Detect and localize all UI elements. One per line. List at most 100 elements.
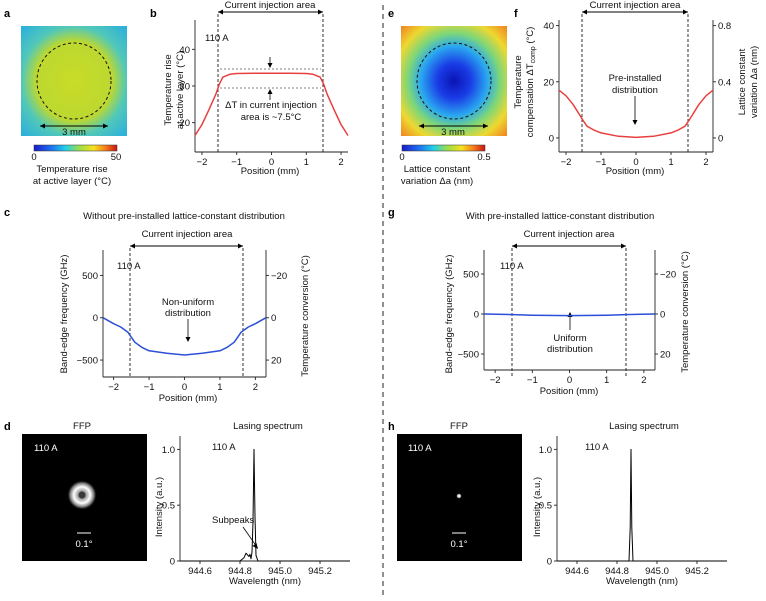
y-tick-label: 1.0 <box>539 445 552 456</box>
spectrum-current: 110 A <box>212 442 236 453</box>
injection-area-outline <box>416 42 492 120</box>
current-label: 110 A <box>205 33 229 44</box>
y-axis-label-right: Temperature conversion (°C) <box>680 251 691 373</box>
x-tick-label: −2 <box>197 157 208 168</box>
arrow-head-right <box>621 243 626 249</box>
x-tick-label: −1 <box>231 157 242 168</box>
x-tick-label: 0 <box>633 157 638 168</box>
arrow-head <box>252 543 258 549</box>
x-axis-label: Wavelength (nm) <box>229 576 301 587</box>
panel-header: With pre-installed lattice-constant dist… <box>466 211 655 222</box>
colorbar-label-1: Lattice constant <box>404 164 471 175</box>
arrow-head-left <box>512 243 517 249</box>
x-tick-label: 945.0 <box>268 566 292 577</box>
y-axis-label: Band-edge frequency (GHz) <box>59 255 70 374</box>
colorbar-label-1: Temperature rise <box>36 164 107 175</box>
colorbar-min: 0 <box>31 152 36 163</box>
panel-h-chart: Lasing spectrum 110 A Intensity (a.u.) W… <box>532 421 727 587</box>
colorbar-min: 0 <box>399 152 404 163</box>
colorbar-max: 0.5 <box>477 152 490 163</box>
x-axis-label: Wavelength (nm) <box>606 576 678 587</box>
ffp-scale-label: 0.1° <box>450 539 467 550</box>
arrow-head <box>267 63 273 68</box>
current-label: 110 A <box>117 261 141 272</box>
x-tick-label: 945.2 <box>308 566 332 577</box>
panel-letter-c: c <box>4 207 10 219</box>
y-tick-label: −500 <box>77 356 98 367</box>
y-tick-label: −500 <box>458 350 479 361</box>
arrow-head-right <box>483 123 488 129</box>
y-tick-label-right: 0.8 <box>718 21 731 32</box>
y-tick-label-right: 0 <box>718 133 723 144</box>
x-tick-label: −1 <box>596 157 607 168</box>
y-axis-label-right-1: Lattice constant <box>737 48 748 115</box>
ffp-scale-label: 0.1° <box>75 539 92 550</box>
colorbar-label-2: at active layer (°C) <box>33 176 111 187</box>
panel-f-chart: Current injection area Pre-installed dis… <box>513 0 760 177</box>
y-tick-label: 0 <box>474 310 479 321</box>
y-axis-label-right-2: variation Δa (nm) <box>749 46 760 118</box>
y-tick-label: 40 <box>543 21 554 32</box>
annotation-line-2: distribution <box>165 308 211 319</box>
y-tick-label: 30 <box>179 82 190 93</box>
x-tick-label: 1 <box>604 375 609 386</box>
x-tick-label: 0 <box>182 382 187 393</box>
panel-letter-g: g <box>388 207 395 219</box>
x-tick-label: 1 <box>217 382 222 393</box>
x-axis-label: Position (mm) <box>241 166 300 177</box>
spectrum-title: Lasing spectrum <box>233 421 303 432</box>
panel-letter-d: d <box>4 421 11 433</box>
x-tick-label: 2 <box>641 375 646 386</box>
annotation-line-2: distribution <box>612 85 658 96</box>
x-tick-label: 2 <box>338 157 343 168</box>
arrow-head-right <box>238 243 243 249</box>
spectrum-title: Lasing spectrum <box>609 421 679 432</box>
panel-b-chart: Current injection area 110 A ΔT in curre… <box>163 0 349 177</box>
lattice-constant-map <box>401 26 507 136</box>
colorbar-max: 50 <box>111 152 122 163</box>
y-axis-label-1: Temperature <box>513 55 524 108</box>
y-tick-label-right: 20 <box>660 350 671 361</box>
ffp-title: FFP <box>73 421 91 432</box>
arrow-head-right <box>103 123 108 129</box>
x-tick-label: −2 <box>108 382 119 393</box>
arrow-head-left <box>419 123 424 129</box>
panel-d-chart: Lasing spectrum 110 A Subpeaks Intensity… <box>154 421 350 587</box>
y-tick-label-right: 0 <box>660 310 665 321</box>
x-tick-label: 1 <box>668 157 673 168</box>
y-tick-label: 0 <box>93 313 98 324</box>
injection-area-outline <box>36 42 112 120</box>
ylabel-main: compensation ΔT <box>525 63 536 137</box>
arrow-head <box>185 337 191 342</box>
ffp-title: FFP <box>450 421 468 432</box>
y-tick-label-right: −20 <box>660 270 676 281</box>
x-tick-label: 944.8 <box>605 566 629 577</box>
panel-letter-b: b <box>150 8 157 20</box>
annotation-line-1: Non-uniform <box>162 297 214 308</box>
ffp-current: 110 A <box>408 443 432 454</box>
panel-letter-h: h <box>388 421 395 433</box>
x-tick-label: 945.0 <box>645 566 669 577</box>
y-tick-label: 0.5 <box>162 501 175 512</box>
ffp-center <box>78 491 86 499</box>
ylabel-subscript: comp <box>530 46 537 63</box>
x-tick-label: −2 <box>490 375 501 386</box>
panel-g-chart: Current injection area 110 A Uniform dis… <box>444 229 691 397</box>
panel-header: Without pre-installed lattice-constant d… <box>83 211 285 222</box>
data-line <box>194 72 349 136</box>
x-axis-label: Position (mm) <box>606 166 665 177</box>
x-tick-label: 944.6 <box>188 566 212 577</box>
y-tick-label: 0 <box>547 557 552 568</box>
arrow-head-left <box>582 9 587 15</box>
y-axis-label-2: compensation ΔTcomp (°C) <box>525 27 537 138</box>
data-line <box>180 448 350 562</box>
ffp-current: 110 A <box>34 443 58 454</box>
y-tick-label: 1.0 <box>162 445 175 456</box>
x-tick-label: 944.8 <box>228 566 252 577</box>
y-tick-label-right: −20 <box>271 271 287 282</box>
spectrum-current: 110 A <box>585 442 609 453</box>
panel-letter-e: e <box>388 8 394 20</box>
x-tick-label: 0 <box>269 157 274 168</box>
arrow-head-left <box>130 243 135 249</box>
